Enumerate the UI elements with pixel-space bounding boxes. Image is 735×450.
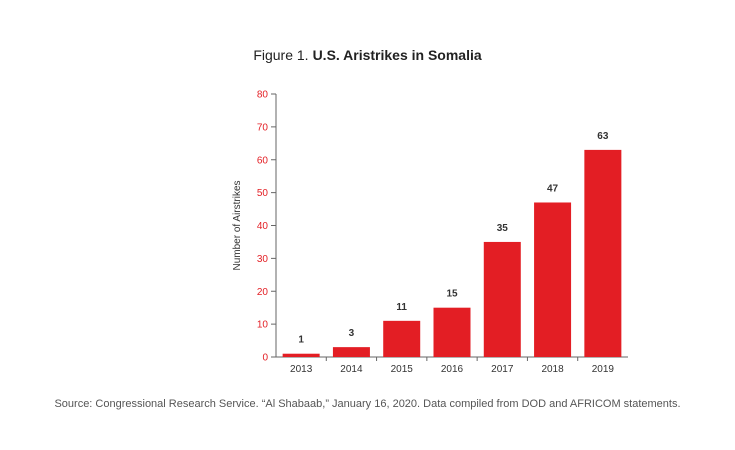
y-axis-title: Number of Airstrikes xyxy=(232,180,243,270)
value-label: 11 xyxy=(396,302,407,313)
chart-title: Figure 1. U.S. Aristrikes in Somalia xyxy=(0,47,735,63)
x-tick-label: 2014 xyxy=(340,364,363,375)
figure-title: U.S. Aristrikes in Somalia xyxy=(312,47,482,63)
bar-2015 xyxy=(383,320,421,357)
bar-2013 xyxy=(282,353,320,357)
value-label: 15 xyxy=(446,289,458,300)
y-tick-label: 80 xyxy=(257,90,269,101)
bar-2014 xyxy=(332,347,370,357)
x-tick-label: 2013 xyxy=(290,364,313,375)
y-tick-label: 30 xyxy=(257,254,269,265)
bar-2016 xyxy=(433,307,471,357)
y-tick-label: 60 xyxy=(257,155,269,166)
y-tick-label: 40 xyxy=(257,221,269,232)
x-tick-label: 2018 xyxy=(541,364,564,375)
source-note: Source: Congressional Research Service. … xyxy=(54,398,681,410)
x-tick-label: 2016 xyxy=(441,364,464,375)
x-tick-label: 2017 xyxy=(491,364,514,375)
value-label: 3 xyxy=(349,328,355,339)
value-label: 1 xyxy=(298,335,304,346)
x-tick-label: 2015 xyxy=(391,364,414,375)
value-label: 47 xyxy=(547,183,559,194)
value-label: 35 xyxy=(497,223,509,234)
labels: 2013 1 2014 3 2015 11 2016 15 2017 35 2018 47 2019 63 xyxy=(290,131,614,375)
y-tick-label: 20 xyxy=(257,287,269,298)
bars xyxy=(282,149,622,357)
bar-2017 xyxy=(483,241,521,357)
bar-2018 xyxy=(534,202,572,357)
x-tick-label: 2019 xyxy=(592,364,615,375)
figure-number: Figure 1. xyxy=(253,47,309,63)
y-tick-label: 70 xyxy=(257,122,269,133)
y-tick-label: 0 xyxy=(262,353,268,364)
bar-2019 xyxy=(584,149,622,357)
y-tick-label: 10 xyxy=(257,320,269,331)
value-label: 63 xyxy=(597,131,609,142)
y-tick-label: 50 xyxy=(257,188,269,199)
